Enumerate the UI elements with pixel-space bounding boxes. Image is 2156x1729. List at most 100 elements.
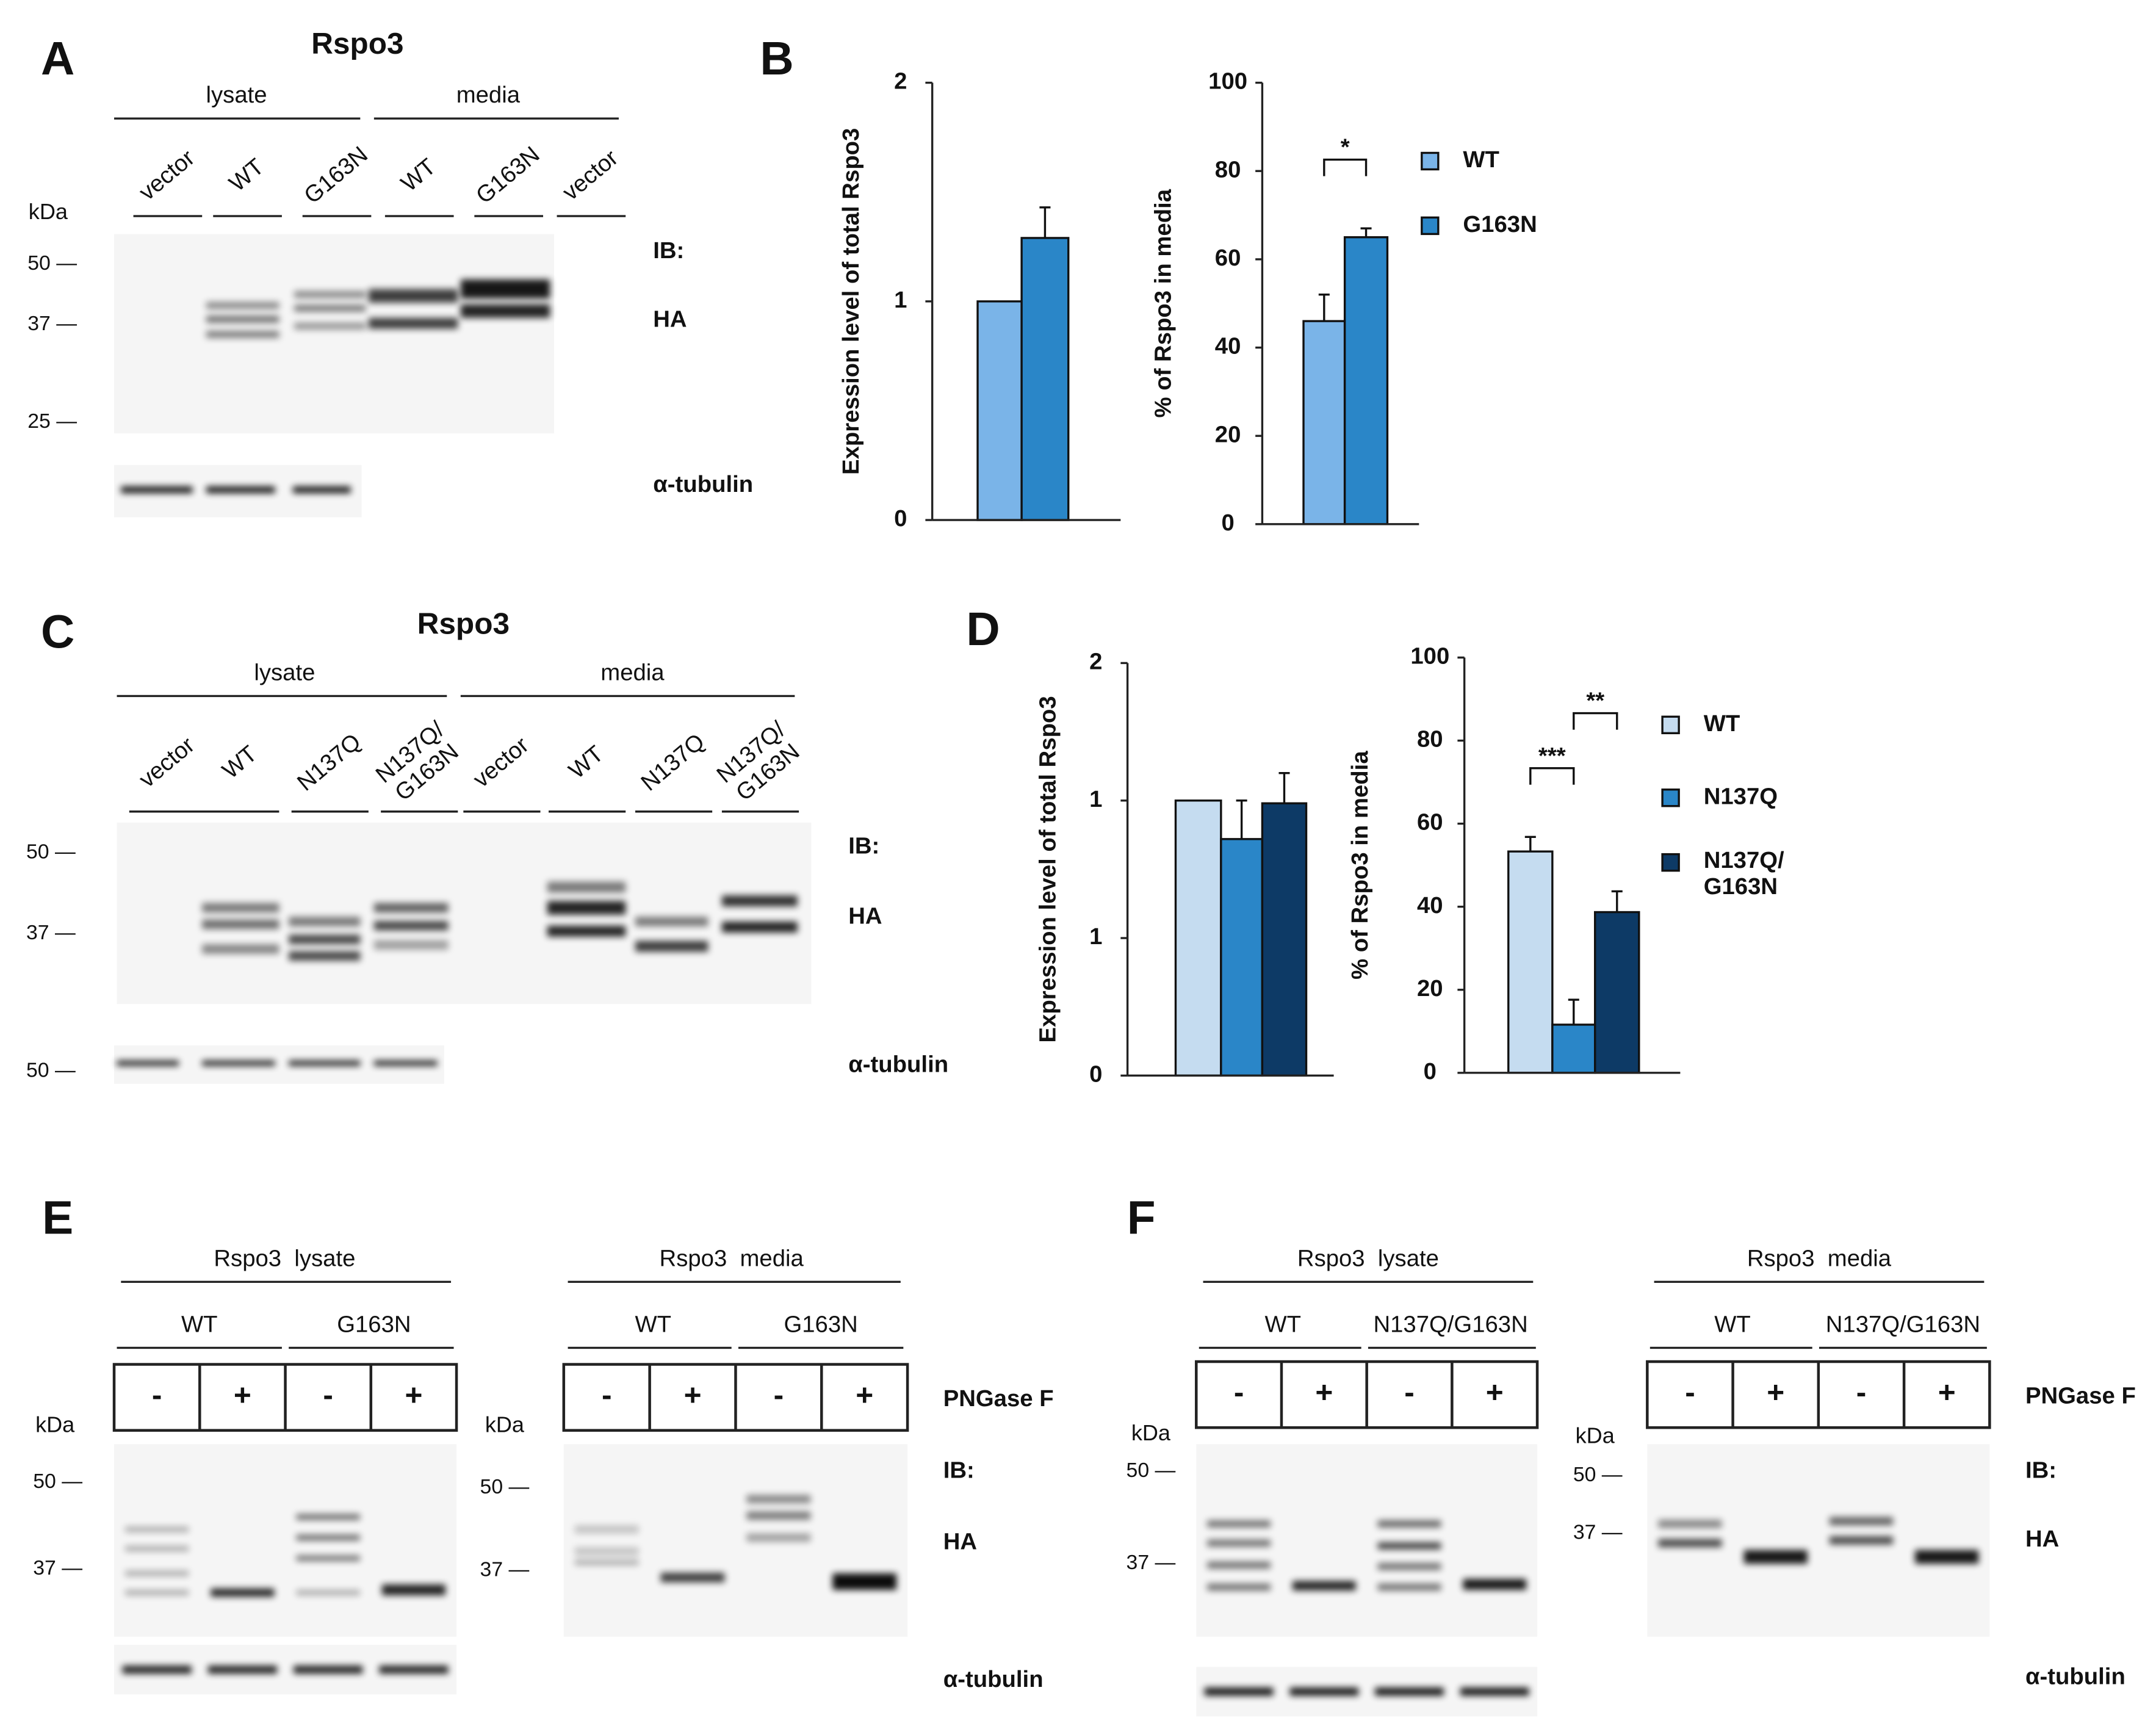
bar [1174, 800, 1222, 1077]
blot-band [296, 1590, 360, 1596]
blot-band [1207, 1561, 1271, 1569]
blot-band [1829, 1517, 1894, 1526]
blot-band [635, 917, 708, 926]
error-bar [1278, 771, 1290, 804]
y-tick-label: 40 [1215, 333, 1241, 359]
treatment-sign: - [1404, 1375, 1415, 1409]
blot-band [206, 331, 279, 338]
bar [1302, 320, 1346, 525]
group-label: media [456, 82, 521, 108]
bar [1507, 850, 1554, 1074]
significance-bracket [1323, 158, 1368, 176]
error-bar [1236, 800, 1247, 839]
blot-band [373, 920, 449, 931]
blot-band [547, 881, 626, 893]
ib-label: IB: [653, 237, 684, 264]
blot-membrane [563, 1444, 908, 1637]
blot-band [460, 304, 550, 318]
blot-band [1292, 1581, 1356, 1591]
blot-band [1658, 1539, 1722, 1548]
bar [1551, 1023, 1596, 1074]
y-tick-label: 80 [1215, 156, 1241, 182]
blot-title: Rspo3 media [1747, 1245, 1892, 1271]
legend-swatch [1421, 151, 1440, 171]
treatment-sign: + [1486, 1375, 1504, 1409]
blot-band [294, 305, 366, 312]
blot-band [373, 903, 449, 913]
legend-swatch [1421, 216, 1440, 236]
antibody-label: α-tubulin [943, 1666, 1044, 1692]
y-tick-label: 60 [1215, 245, 1241, 271]
antibody-label: α-tubulin [2025, 1663, 2125, 1689]
y-tick-label: 60 [1417, 809, 1443, 836]
y-axis-label: Expression level of total Rspo3 [1034, 696, 1061, 1042]
blot-band [1658, 1520, 1722, 1528]
legend-label: N137Q [1704, 783, 1778, 809]
blot-band [1460, 1687, 1529, 1696]
blot-band [1377, 1520, 1441, 1528]
bar [1261, 802, 1308, 1077]
treatment-sign: - [774, 1378, 784, 1412]
blot-band [746, 1495, 811, 1504]
bar [1343, 236, 1389, 525]
treatment-sign: - [152, 1378, 162, 1412]
blot-band [294, 291, 366, 298]
panel-label: F [1127, 1192, 1156, 1244]
blot-band [296, 1555, 360, 1561]
y-tick-label: 20 [1215, 421, 1241, 447]
group-label: lysate [254, 660, 315, 686]
panel-label: D [966, 604, 1000, 655]
y-tick-label: 2 [1089, 649, 1102, 675]
blot-membrane [114, 234, 555, 434]
kda-label: kDa [485, 1412, 525, 1437]
blot-band [379, 1665, 449, 1674]
blot-band [1207, 1539, 1271, 1547]
ib-label: IB: [2025, 1457, 2057, 1483]
antibody-label: HA [653, 306, 687, 332]
blot-band [1463, 1579, 1527, 1590]
blot-band [574, 1525, 639, 1534]
y-tick-label: 0 [1221, 510, 1234, 536]
significance-label: *** [1538, 743, 1566, 769]
blot-band [211, 1588, 275, 1597]
blot-title: Rspo3 lysate [1297, 1245, 1439, 1271]
group-label: WT [635, 1312, 671, 1338]
marker-label: 50 — [26, 1059, 76, 1082]
blot-band [746, 1533, 811, 1542]
blot-band [547, 901, 626, 915]
y-tick-label: 0 [1089, 1061, 1102, 1087]
blot-band [294, 322, 366, 330]
blot-band [292, 486, 351, 494]
blot-band [1915, 1550, 1979, 1564]
y-tick-label: 0 [894, 505, 907, 532]
blot-title: Rspo3 [417, 607, 510, 641]
treatment-sign: + [1938, 1375, 1956, 1409]
y-tick-label: 1 [1089, 786, 1102, 812]
blot-band [202, 919, 279, 929]
ib-label: IB: [943, 1457, 975, 1483]
blot-band [660, 1572, 725, 1583]
blot-band [635, 940, 708, 952]
legend-label: G163N [1463, 211, 1537, 237]
marker-label: 50 — [1573, 1463, 1623, 1486]
blot-membrane [117, 822, 812, 1005]
blot-band [289, 951, 361, 961]
kda-label: kDa [1576, 1423, 1615, 1448]
blot-band [125, 1545, 189, 1551]
blot-band [721, 895, 798, 907]
blot-band [1829, 1536, 1894, 1545]
y-tick-label: 1 [894, 287, 907, 313]
blot-band [202, 1060, 275, 1066]
treatment-sign: - [323, 1378, 333, 1412]
group-label: G163N [784, 1312, 857, 1338]
marker-label: 37 — [480, 1558, 530, 1581]
treatment-sign: + [1315, 1375, 1333, 1409]
bar [1020, 237, 1070, 521]
kda-label: kDa [35, 1412, 75, 1437]
blot-band [746, 1511, 811, 1520]
blot-band [1377, 1542, 1441, 1550]
blot-band [1204, 1687, 1274, 1696]
blot-band [1207, 1520, 1271, 1528]
antibody-label: HA [848, 903, 882, 929]
